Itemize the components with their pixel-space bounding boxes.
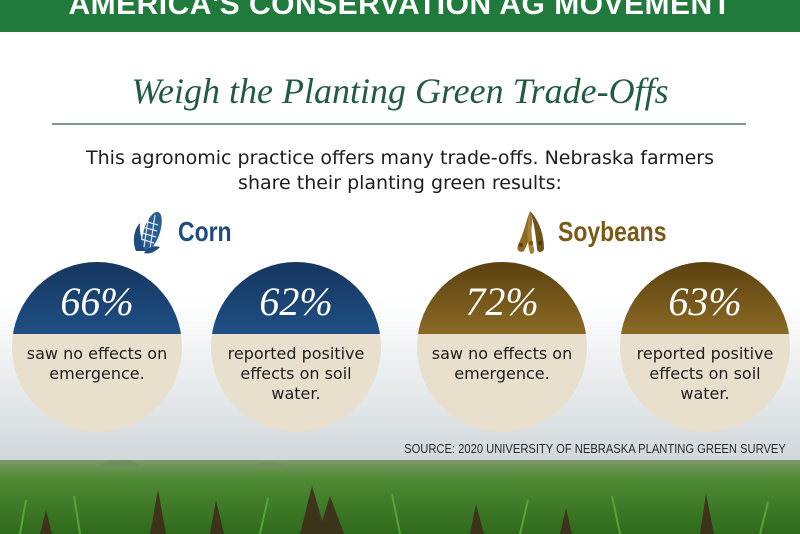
stat-description: reported positive effects on soil water. <box>227 344 365 403</box>
header-banner: AMERICA'S CONSERVATION AG MOVEMENT <box>0 0 800 32</box>
stat-circle-corn-emergence: 66% saw no effects on emergence. <box>12 262 182 432</box>
stat-percent: 62% <box>259 279 333 324</box>
intro-text: This agronomic practice offers many trad… <box>86 147 714 194</box>
stat-cap <box>417 262 587 334</box>
page-title: Weigh the Planting Green Trade-Offs <box>131 71 669 111</box>
corn-icon <box>133 211 162 254</box>
stat-percent: 72% <box>465 279 539 324</box>
corn-heading: Corn <box>130 206 243 258</box>
title-divider <box>52 123 746 125</box>
field-photo <box>0 460 800 534</box>
stat-percent: 66% <box>60 279 134 324</box>
stat-cap <box>620 262 790 334</box>
stat-circle-corn-soil-water: 62% reported positive effects on soil wa… <box>211 262 381 432</box>
stat-cap <box>211 262 381 334</box>
stat-description: reported positive effects on soil water. <box>636 344 774 403</box>
stat-percent: 63% <box>668 279 742 324</box>
stat-description: saw no effects on emergence. <box>26 344 168 383</box>
soybeans-heading: Soybeans <box>510 206 690 258</box>
source-citation: SOURCE: 2020 UNIVERSITY OF NEBRASKA PLAN… <box>404 441 786 456</box>
stat-cap <box>12 262 182 334</box>
soybeans-label: Soybeans <box>558 216 667 247</box>
banner-title: AMERICA'S CONSERVATION AG MOVEMENT <box>68 0 732 21</box>
stat-circle-soybeans-emergence: 72% saw no effects on emergence. <box>417 262 587 432</box>
corn-label: Corn <box>178 216 232 247</box>
soybean-pods-icon <box>517 211 544 254</box>
stat-description: saw no effects on emergence. <box>431 344 573 383</box>
stat-circle-soybeans-soil-water: 63% reported positive effects on soil wa… <box>620 262 790 432</box>
